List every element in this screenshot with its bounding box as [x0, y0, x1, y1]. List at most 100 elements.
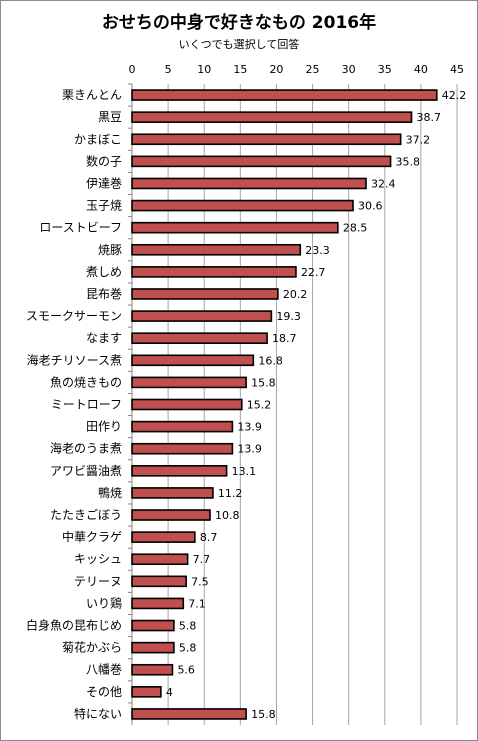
data-label: 11.2 — [218, 487, 243, 500]
category-label: テリーヌ — [74, 574, 122, 588]
bar — [131, 708, 247, 720]
data-label: 23.3 — [305, 244, 330, 257]
data-label: 32.4 — [371, 177, 396, 190]
bar — [131, 111, 413, 123]
category-label: なます — [86, 331, 122, 345]
bar — [131, 465, 228, 477]
data-label: 38.7 — [417, 111, 442, 124]
data-label: 19.3 — [276, 310, 301, 323]
x-tick-label: 40 — [414, 63, 428, 76]
category-label: 中華クラゲ — [62, 529, 122, 544]
data-label: 16.8 — [258, 354, 283, 367]
category-label: 海老チリソース煮 — [27, 352, 122, 367]
category-label: アワビ醤油煮 — [50, 463, 122, 478]
data-label: 28.5 — [343, 222, 368, 235]
bar — [131, 663, 174, 676]
bar — [131, 686, 162, 698]
data-label: 15.8 — [251, 708, 276, 721]
category-label: 白身魚の昆布じめ — [26, 618, 122, 633]
bar — [131, 509, 211, 521]
data-label: 42.2 — [442, 89, 467, 102]
bar — [131, 398, 243, 411]
data-label: 8.7 — [200, 531, 218, 544]
bar — [131, 420, 234, 433]
category-label: 栗きんとん — [62, 88, 122, 102]
bar — [131, 376, 247, 389]
category-label: 煮しめ — [86, 265, 122, 279]
x-tick-label: 10 — [197, 63, 211, 76]
category-label: 特にない — [74, 706, 122, 721]
category-label: ローストビーフ — [39, 221, 122, 235]
bar — [131, 553, 189, 566]
category-label: 伊達巻 — [86, 176, 122, 190]
data-label: 7.5 — [191, 575, 209, 588]
x-tick-label: 5 — [165, 63, 172, 76]
data-label: 7.7 — [193, 553, 211, 566]
chart-subtitle: いくつでも選択して回答 — [178, 38, 300, 51]
data-label: 13.9 — [237, 421, 262, 434]
chart-title: おせちの中身で好きなもの 2016年 — [101, 13, 377, 33]
category-label: その他 — [86, 685, 122, 699]
category-label: 玉子焼 — [86, 199, 122, 213]
data-label: 30.6 — [358, 200, 383, 213]
category-label: 八幡巻 — [86, 662, 122, 677]
x-tick-label: 35 — [378, 63, 392, 76]
category-label: 焼豚 — [98, 243, 122, 257]
data-label: 7.1 — [188, 597, 206, 610]
data-label: 15.8 — [251, 376, 276, 389]
x-tick-label: 30 — [342, 63, 356, 76]
bar — [131, 487, 214, 499]
data-label: 13.1 — [232, 465, 257, 478]
data-label: 5.6 — [177, 664, 195, 677]
bar — [131, 332, 268, 344]
x-tick-label: 25 — [306, 63, 320, 76]
x-tick-label: 20 — [269, 63, 283, 76]
data-label: 15.2 — [247, 399, 272, 412]
category-label: 魚の焼きもの — [50, 375, 122, 389]
data-label: 13.9 — [237, 443, 262, 456]
bar — [131, 597, 185, 610]
category-label: たたきごぼう — [50, 507, 122, 522]
category-label: 田作り — [86, 420, 122, 434]
category-label: 数の子 — [86, 153, 122, 168]
data-label: 5.8 — [179, 620, 197, 633]
bar — [131, 531, 196, 543]
data-label: 18.7 — [272, 332, 297, 345]
category-label: ミートローフ — [51, 398, 122, 412]
category-label: 菊花かぶら — [62, 640, 122, 655]
data-label: 10.8 — [215, 509, 240, 522]
bar — [131, 89, 438, 101]
category-label: スモークサーモン — [26, 309, 122, 323]
data-label: 4 — [166, 686, 173, 699]
bar — [131, 199, 354, 212]
data-label: 5.8 — [179, 642, 197, 655]
category-label: いり鶏 — [86, 596, 122, 610]
bar — [131, 575, 187, 588]
category-label: キッシュ — [74, 552, 122, 566]
data-label: 37.2 — [406, 133, 431, 146]
category-label: 鴨焼 — [98, 486, 122, 500]
bar — [131, 641, 175, 654]
bar — [131, 310, 273, 322]
x-tick-label: 0 — [129, 63, 136, 76]
x-tick-label: 45 — [450, 63, 464, 76]
bar — [131, 266, 297, 278]
data-label: 22.7 — [301, 266, 326, 279]
category-label: かまぼこ — [74, 132, 122, 146]
bar — [131, 243, 302, 256]
bar — [131, 155, 392, 168]
bar — [131, 619, 175, 632]
category-label: 昆布巻 — [86, 287, 122, 301]
bar — [131, 354, 255, 367]
bar — [131, 177, 367, 190]
data-label: 35.8 — [396, 155, 421, 168]
category-label: 海老のうま煮 — [50, 441, 122, 456]
bar — [131, 288, 279, 300]
bar — [131, 133, 402, 146]
data-label: 20.2 — [283, 288, 308, 301]
category-label: 黒豆 — [98, 110, 122, 124]
bar — [131, 221, 339, 234]
bar — [131, 442, 234, 455]
